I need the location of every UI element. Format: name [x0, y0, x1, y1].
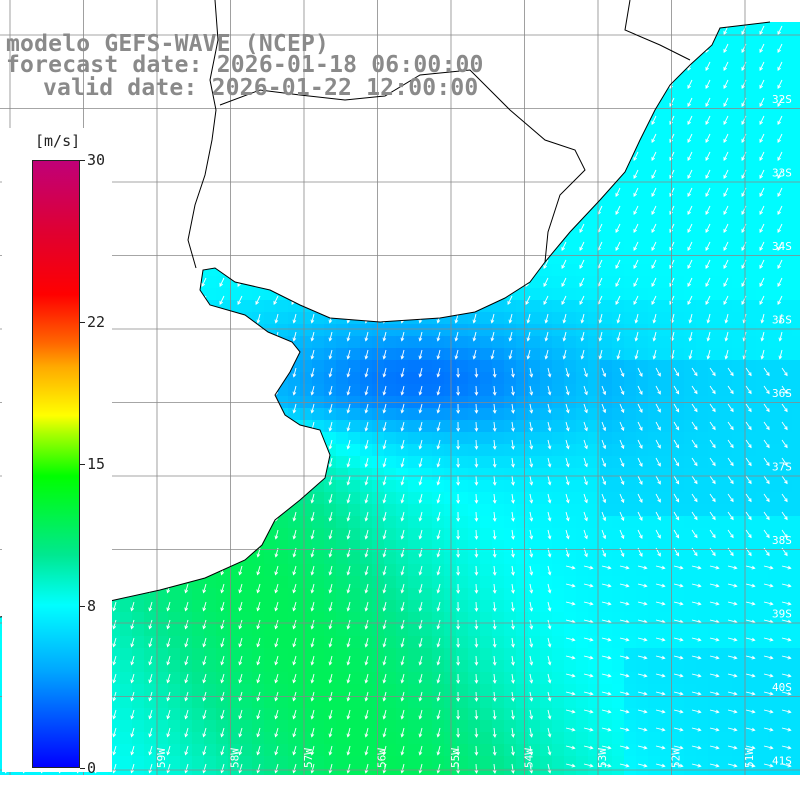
- lat-label: 33S: [772, 167, 792, 180]
- legend-tick-mark: [80, 464, 85, 465]
- legend-tick-label: 15: [87, 455, 106, 473]
- longitude-labels: 61W60W59W58W57W56W55W54W53W52W51W: [8, 748, 756, 768]
- lon-label: 57W: [302, 748, 315, 768]
- model-title: modelo GEFS-WAVE (NCEP): [6, 31, 330, 57]
- lat-label: 41S: [772, 755, 792, 768]
- coastline: [0, 21, 771, 618]
- lat-label: 37S: [772, 461, 792, 474]
- legend-tick-mark: [80, 160, 85, 161]
- lat-label: 35S: [772, 314, 792, 327]
- lat-label: 32S: [772, 93, 792, 106]
- lon-label: 55W: [449, 748, 462, 768]
- lat-label: 36S: [772, 387, 792, 400]
- legend-tick-label: 30: [87, 151, 106, 169]
- lon-label: 52W: [670, 748, 683, 768]
- border-line-north: [624, 0, 691, 61]
- lat-label: 40S: [772, 681, 792, 694]
- legend-tick-mark: [80, 322, 85, 324]
- legend-tick-mark: [80, 768, 85, 769]
- bottom-margin: [0, 775, 800, 800]
- lon-label: 58W: [229, 748, 242, 768]
- lon-label: 59W: [155, 748, 168, 768]
- legend-colorbar: [32, 160, 80, 768]
- valid-date: valid date: 2026-01-22 12:00:00: [43, 75, 479, 101]
- forecast-date: forecast date: 2026-01-18 06:00:00: [6, 52, 484, 78]
- lat-label: 34S: [772, 240, 792, 253]
- lon-label: 56W: [376, 748, 389, 768]
- legend-tick-label: 0: [87, 759, 97, 777]
- lat-label: 39S: [772, 608, 792, 621]
- legend-tick-mark: [80, 605, 85, 607]
- latitude-labels: 32S 33S 34S 35S 36S 37S 38S 39S 40S 41S: [772, 93, 792, 768]
- legend-unit: [m/s]: [35, 132, 81, 150]
- river-uruguay: [187, 0, 219, 269]
- legend-tick-label: 22: [87, 313, 106, 332]
- lon-label: 51W: [743, 748, 756, 768]
- lat-label: 38S: [772, 534, 792, 547]
- lon-label: 53W: [596, 748, 609, 768]
- color-legend: [m/s] 30 22 15 8 0: [2, 128, 112, 777]
- legend-tick-label: 8: [87, 596, 97, 615]
- lon-label: 54W: [523, 748, 536, 768]
- border-line: [219, 69, 586, 263]
